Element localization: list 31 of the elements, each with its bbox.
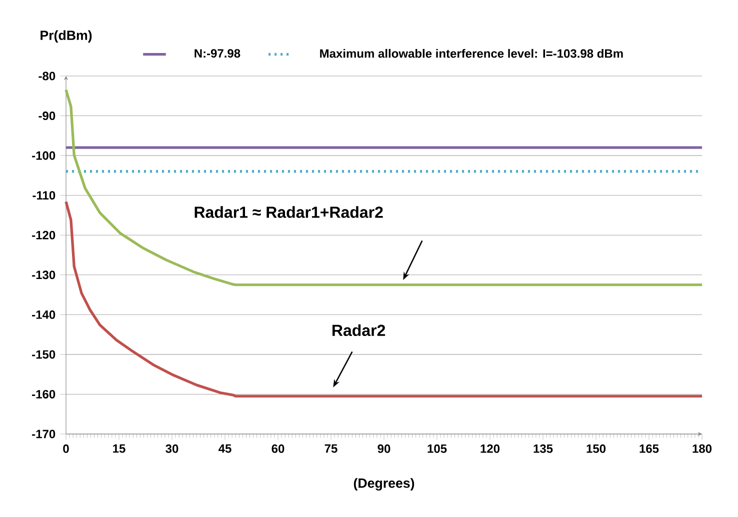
y-tick-label: -150 (32, 350, 56, 359)
x-axis-title: (Degrees) (354, 478, 414, 491)
line-series (64, 200, 704, 398)
y-tick-label: -160 (32, 390, 56, 398)
x-tick-label: 15 (113, 444, 126, 453)
x-tick-label: 165 (640, 444, 659, 453)
x-tick-label: 45 (218, 444, 232, 453)
legend-label: Maximum allowable interference level: I=-103.98 dBm (320, 48, 623, 58)
y-tick-label: -170 (32, 430, 56, 438)
y-tick-label: -100 (32, 151, 56, 160)
x-tick-label: 150 (586, 444, 606, 453)
x-tick-label: 105 (428, 444, 447, 453)
y-tick-label: -120 (32, 230, 56, 240)
x-tick-label: 75 (324, 444, 338, 453)
y-tick-label: -110 (32, 191, 56, 200)
x-tick-label: 135 (534, 444, 553, 453)
y-axis-title: Pr(dBm) (40, 30, 92, 43)
x-tick-label: 0 (63, 444, 69, 453)
y-tick-label: -90 (38, 112, 56, 120)
x-tick-label: 30 (166, 444, 178, 453)
x-tick-label: 120 (480, 444, 500, 453)
x-tick-label: 180 (692, 444, 712, 453)
y-tick-label: -140 (32, 310, 56, 319)
annotation: Radar2 (332, 324, 386, 336)
legend-label: N:-97.98 (194, 49, 240, 58)
y-tick-label: -130 (32, 270, 56, 280)
y-tick-label: -80 (38, 72, 56, 80)
line-series (64, 88, 704, 286)
annotation: Radar1 ≈ Radar1+Radar2 (194, 206, 383, 218)
x-tick-label: 60 (272, 444, 284, 453)
x-tick-label: 90 (378, 444, 390, 453)
